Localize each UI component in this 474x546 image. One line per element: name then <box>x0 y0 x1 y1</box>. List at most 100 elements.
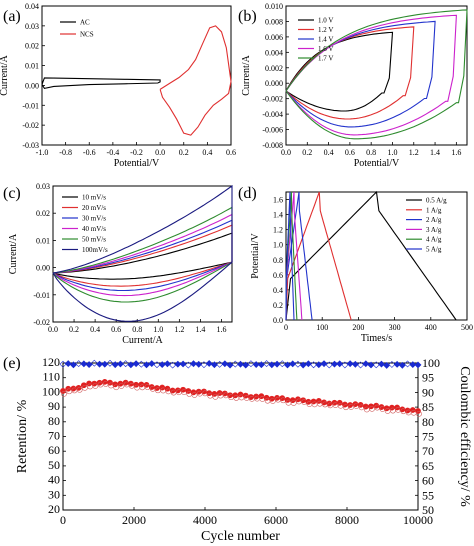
d-legend-label: 4 A/g <box>426 236 442 244</box>
series-a-ac <box>41 77 161 90</box>
y-tick-label-c: 0.02 <box>36 209 50 218</box>
retention-point <box>237 391 244 398</box>
retention-point <box>388 404 395 411</box>
y-tick-label-b: 0.008 <box>265 17 283 26</box>
x-tick-label-e: 0 <box>60 513 66 527</box>
y-tick-label-a: -0.01 <box>22 101 39 110</box>
x-tick-label-b: 0.6 <box>345 148 355 157</box>
series-b-12V <box>285 26 415 120</box>
efficiency-point <box>143 361 150 369</box>
y-tick-label-a: 0.04 <box>25 2 39 11</box>
efficiency-point <box>252 361 260 368</box>
series-c-40mVs <box>52 213 233 297</box>
y-tick-label-e: 120 <box>42 355 60 369</box>
x-tick-label-c: 1.0 <box>153 325 163 334</box>
x-tick-label-d: 400 <box>425 323 437 332</box>
x-tick-label-c: 1.6 <box>216 325 226 334</box>
efficiency-point <box>367 361 375 369</box>
efficiency-point <box>64 360 72 368</box>
efficiency-point <box>75 360 83 368</box>
x-tick-label-a: -0.4 <box>107 148 120 157</box>
efficiency-point <box>111 361 119 369</box>
series-c-100mVs <box>52 184 233 322</box>
efficiency-point <box>351 360 359 368</box>
efficiency-point <box>148 360 156 368</box>
panel-label-c: (c) <box>3 185 21 202</box>
efficiency-point <box>237 360 244 368</box>
efficiency-point <box>409 361 417 369</box>
a-legend-label: NCS <box>80 31 94 39</box>
b-legend-label: 1.4 V <box>318 36 333 44</box>
y-tick-label-c: -0.01 <box>33 291 50 300</box>
series-b-17V <box>285 9 468 140</box>
efficiency-point <box>320 360 328 368</box>
y-tick-label-a: 0.00 <box>25 81 39 90</box>
y-tick-label-d: 0.2 <box>273 301 283 310</box>
c-legend-label: 50 mV/s <box>82 236 106 244</box>
efficiency-point <box>398 361 406 369</box>
retention-point-hollow <box>212 393 219 400</box>
x-tick-label-e: 6000 <box>264 513 288 527</box>
x-tick-label-b: 1.4 <box>430 148 440 157</box>
panel-label-b: (b) <box>238 8 257 25</box>
x-axis-label-b: Potential/V <box>354 158 400 169</box>
retention-point <box>310 398 317 405</box>
y-tick-label-b: 0.004 <box>265 48 283 57</box>
c-legend-label: 40 mV/s <box>82 225 106 233</box>
x-tick-label-d: 100 <box>316 323 328 332</box>
efficiency-point <box>85 361 93 369</box>
series-c-30mVs <box>52 219 233 292</box>
efficiency-point <box>132 360 140 368</box>
efficiency-point <box>268 361 276 369</box>
y-tick-label-a: -0.02 <box>22 121 39 130</box>
series-d-2Ag <box>285 191 313 321</box>
y-tick-label-d: 1.6 <box>273 196 283 205</box>
d-legend-label: 2 A/g <box>426 216 442 224</box>
y-axis-label-a: Current/A <box>0 54 10 95</box>
retention-point <box>211 391 218 397</box>
x-tick-label-b: 1.6 <box>451 148 461 157</box>
efficiency-point <box>263 360 271 367</box>
series-b-16V <box>285 14 457 136</box>
efficiency-point <box>404 360 411 368</box>
efficiency-point <box>59 360 67 368</box>
y-tick-label-e: 110 <box>42 370 60 384</box>
y-tick-label-b: 0.006 <box>265 33 283 42</box>
y-tick-label-c: 0.01 <box>36 236 50 245</box>
efficiency-point <box>210 361 218 369</box>
x-tick-label-d: 500 <box>461 323 473 332</box>
y2-tick-label-e: 85 <box>422 400 434 414</box>
efficiency-point <box>80 360 88 368</box>
y2-tick-label-e: 95 <box>422 371 434 385</box>
y-tick-label-d: 0.4 <box>273 286 283 295</box>
y-tick-label-e: 40 <box>48 473 60 487</box>
plot-frame-a <box>41 5 232 146</box>
efficiency-point <box>184 361 192 369</box>
retention-point <box>362 403 369 410</box>
retention-point-hollow <box>191 392 198 398</box>
x-axis-label-d: Times/s <box>361 333 392 344</box>
retention-point-hollow <box>76 386 83 393</box>
efficiency-point <box>378 360 385 368</box>
b-legend-label: 1.7 V <box>318 55 333 63</box>
y2-tick-label-e: 100 <box>422 356 440 370</box>
y-tick-label-b: 0.010 <box>265 2 283 11</box>
b-legend-label: 1.2 V <box>318 26 333 34</box>
retention-point-hollow <box>269 398 276 404</box>
panel-label-e: (e) <box>3 355 21 372</box>
retention-point-hollow <box>290 400 297 406</box>
efficiency-point <box>231 360 239 368</box>
y-axis-label-d: Potential/V <box>250 232 261 278</box>
x-tick-label-e: 4000 <box>193 513 217 527</box>
x-tick-label-c: 0.4 <box>90 325 100 334</box>
efficiency-point <box>362 360 370 368</box>
efficiency-point <box>388 360 396 368</box>
x-tick-label-d: 200 <box>352 323 364 332</box>
x-tick-label-a: 0.0 <box>155 148 165 157</box>
retention-point-hollow <box>61 390 67 397</box>
c-legend-label: 30 mV/s <box>82 215 106 223</box>
d-legend-label: 1 A/g <box>426 206 442 214</box>
retention-point <box>289 397 296 404</box>
x-tick-label-a: -0.2 <box>130 148 143 157</box>
series-d-05Ag <box>285 190 457 321</box>
